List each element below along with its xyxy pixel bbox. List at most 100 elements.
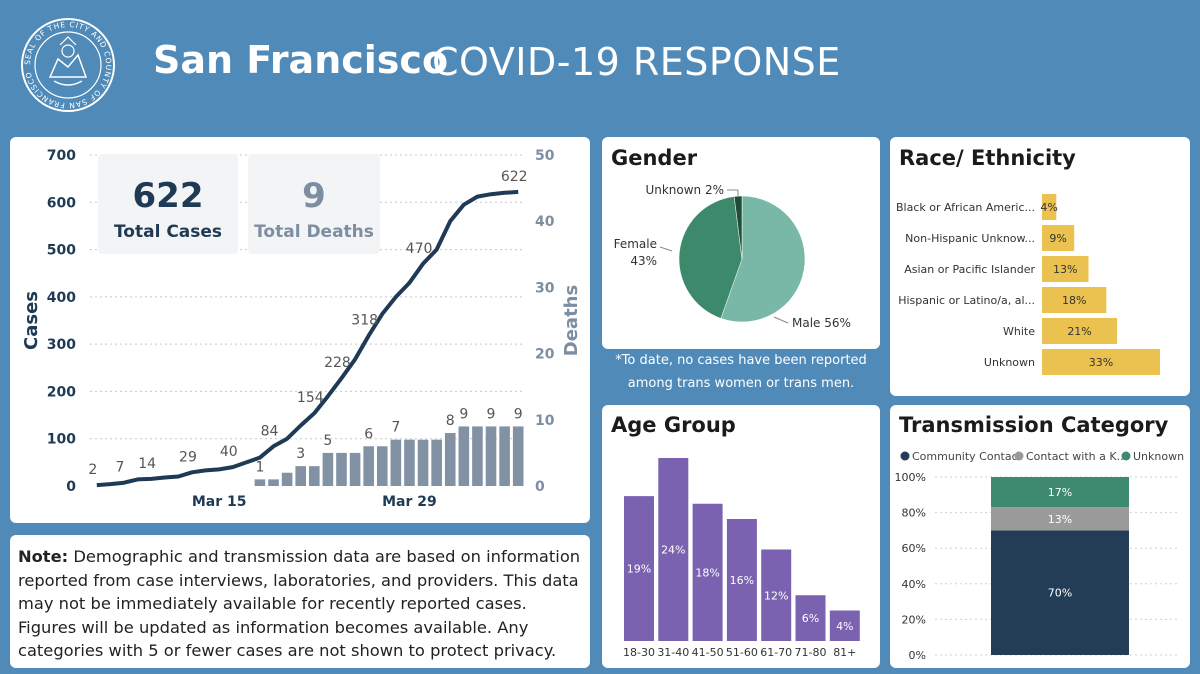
deaths-data-label: 8 [446,413,455,429]
y-tick-label: 500 [47,243,76,259]
age-bar [829,610,860,641]
y-tick-label: 300 [47,337,76,353]
cases-deaths-chart: 0 100 200 300 400 500 600 700 0 10 20 30 40 50 Cases De… [21,148,582,510]
age-card: Age Group 19% 18-30 24% 31-40 18% 41-50 16% 51-… [602,405,880,668]
transmission-segment [991,477,1129,508]
y2-tick-label: 20 [535,347,555,363]
deaths-bar [485,426,497,486]
age-data-label: 24% [661,544,685,557]
pie-slice [720,195,806,323]
race-data-label: 33% [1089,356,1113,369]
deaths-bar [404,439,415,486]
race-category-label: Unknown [984,356,1035,369]
note-label: Note: [18,547,69,566]
race-bar [1042,318,1118,344]
age-bar [658,458,689,641]
deaths-bar [322,452,334,486]
age-bar [761,549,792,641]
age-data-label: 4% [836,620,853,633]
age-category-label: 51-60 [726,646,758,659]
title-san-francisco: San Francisco [153,38,449,82]
legend-label: Community Contact [912,450,1023,463]
race-bar [1042,287,1107,313]
y-tick-label: 80% [902,507,926,520]
legend-marker [1014,451,1024,461]
cases-deaths-card: 0 100 200 300 400 500 600 700 0 10 20 30 40 50 Cases De… [10,137,590,523]
total-deaths-label: Total Deaths [254,222,374,242]
y-tick-label: 100% [895,471,926,484]
pie-label-unknown: Unknown 2% [645,183,724,197]
age-bar [795,595,826,641]
y-tick-label: 200 [47,384,76,400]
deaths-bar [363,446,374,486]
y-tick-label: 700 [47,148,76,164]
cases-data-label: 40 [220,444,238,460]
total-cases-label: Total Cases [113,222,223,242]
deaths-bar [417,439,429,486]
age-category-label: 41-50 [692,646,724,659]
total-cases-kpi: 622 Total Cases [98,154,238,254]
legend-label: Contact with a K... [1026,450,1127,463]
race-category-label: Black or African Americ... [896,201,1035,214]
race-title: Race/ Ethnicity [899,146,1076,170]
race-data-label: 13% [1053,263,1077,276]
gender-title: Gender [611,146,698,170]
age-category-label: 81+ [833,646,856,659]
pie-leader-line [659,246,673,252]
deaths-bar [336,452,347,486]
race-bar-chart: Black or African Americ... 4% Non-Hispanic… [896,194,1160,375]
cases-data-label: 7 [116,460,125,476]
gender-footnote: *To date, no cases have been reported am… [615,353,867,391]
note-text: Demographic and transmission data are ba… [18,547,581,660]
pie-leader-line [773,316,789,324]
transmission-data-label: 17% [1048,486,1072,499]
deaths-data-label: 5 [323,433,332,449]
race-data-label: 18% [1062,294,1086,307]
y2-tick-label: 10 [535,413,555,429]
y-tick-label: 100 [47,432,76,448]
deaths-bar [295,466,307,486]
y2-tick-label: 50 [535,148,555,164]
cases-data-label: 29 [179,449,197,465]
legend-label: Unknown [1133,450,1184,463]
deaths-bar [499,426,510,486]
deaths-bar [281,472,293,486]
y-tick-label: 60% [902,542,926,555]
race-bar [1042,349,1160,375]
cases-line [96,189,519,488]
race-data-label: 9% [1049,232,1066,245]
transmission-card: Transmission Category Community Contact C… [890,405,1190,668]
total-deaths-value: 9 [302,176,326,216]
deaths-bar [349,452,361,486]
cases-data-label: 622 [501,169,528,185]
race-category-label: Non-Hispanic Unknow... [905,232,1035,245]
deaths-data-label: 3 [296,446,305,462]
y2-tick-label: 0 [535,479,545,495]
deaths-bar [431,439,442,486]
total-cases-value: 622 [132,176,204,216]
deaths-bar [308,466,320,486]
total-deaths-kpi: 9 Total Deaths [248,154,380,254]
deaths-bar [390,439,402,486]
legend-marker [1121,451,1131,461]
cases-data-label: 14 [138,456,156,472]
race-card: Race/ Ethnicity Black or African Americ.… [890,137,1190,396]
race-data-label: 21% [1067,325,1091,338]
gender-card: Gender Male 56% Female 43% Unknown 2% [602,137,880,349]
race-bar [1042,194,1057,220]
age-data-label: 16% [730,574,754,587]
deaths-bar [444,433,456,486]
x-tick-label: Mar 15 [192,494,247,510]
race-data-label: 4% [1040,201,1057,214]
age-data-label: 19% [627,563,651,576]
y2-tick-label: 40 [535,214,555,230]
gender-pie-chart: Male 56% Female 43% Unknown 2% [614,183,851,330]
transmission-data-label: 13% [1048,513,1072,526]
age-category-label: 31-40 [657,646,689,659]
transmission-segment [991,507,1129,531]
age-bar [692,503,723,641]
age-title: Age Group [611,413,736,437]
y2-tick-label: 30 [535,280,555,296]
deaths-bar [512,426,524,486]
deaths-data-label: 7 [391,420,400,436]
